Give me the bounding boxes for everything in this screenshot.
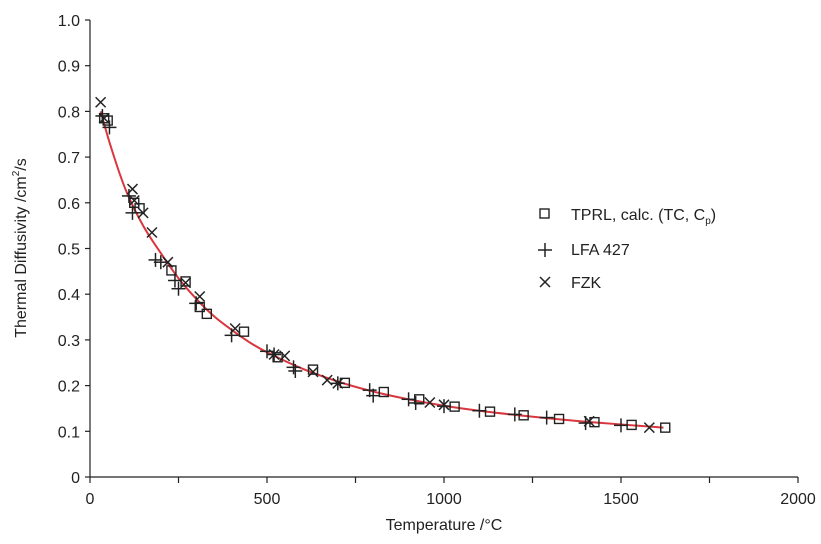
- tprl-point: [194, 301, 205, 313]
- legend-label-tprl: TPRL, calc. (TC, Cp): [571, 207, 716, 227]
- tprl-point: [307, 364, 319, 375]
- lfa427-point: [408, 395, 423, 410]
- fzk-point: [307, 366, 319, 378]
- y-tick-label: 0.5: [58, 242, 80, 259]
- tprl-point: [98, 113, 110, 124]
- x-tick-label: 0: [86, 491, 95, 508]
- fzk-point: [126, 183, 139, 195]
- y-tick-label: 0.9: [58, 59, 80, 76]
- y-axis-title: Thermal Diffusivity /cm2/s: [11, 158, 30, 338]
- tprl-point: [553, 413, 565, 425]
- fzk-point: [146, 226, 158, 239]
- fzk-point: [438, 399, 450, 411]
- tprl-point: [180, 276, 191, 287]
- y-axis-title-sup: 2: [11, 170, 22, 176]
- data-markers: [95, 96, 671, 434]
- lfa427-point: [472, 403, 487, 418]
- fzk-point: [583, 415, 595, 427]
- x-tick-label: 1500: [603, 491, 639, 508]
- tprl-point: [134, 203, 145, 214]
- lfa427-point: [437, 399, 451, 414]
- legend-label-tprl-sub: p: [705, 216, 711, 227]
- fzk-point: [321, 374, 333, 386]
- tprl-point: [660, 422, 671, 433]
- tprl-point: [484, 406, 496, 417]
- lfa427-point: [167, 273, 182, 288]
- lfa427-point: [286, 360, 301, 375]
- x-axis-title: Temperature /°C: [386, 517, 503, 534]
- x-ticks: 0 500 1000 1500 2000: [86, 477, 816, 508]
- fzk-point: [98, 112, 110, 124]
- y-tick-label: 0.1: [58, 424, 80, 441]
- lfa427-point: [224, 328, 239, 343]
- fzk-point: [268, 348, 280, 361]
- x-tick-label: 1000: [426, 491, 462, 508]
- y-tick-label: 0: [71, 470, 80, 487]
- y-ticks: 0 0.1 0.2 0.3 0.4 0.5 0.6 0.7 0.8 0.9 1.0: [58, 13, 90, 487]
- x-tick-label: 500: [254, 491, 281, 508]
- tprl-point: [518, 410, 529, 421]
- legend-marker-plus: [538, 243, 552, 257]
- tprl-point: [378, 386, 390, 398]
- tprl-point: [201, 308, 213, 320]
- y-axis-title-main: Thermal Diffusivity /cm: [13, 176, 30, 338]
- fzk-point: [162, 256, 174, 268]
- fzk-point: [643, 422, 655, 434]
- lfa427-point: [171, 281, 186, 296]
- tprl-point: [272, 352, 283, 363]
- y-tick-label: 0.2: [58, 379, 80, 396]
- fzk-point: [279, 350, 291, 362]
- lfa427-point: [153, 255, 168, 270]
- legend-label-lfa: LFA 427: [571, 242, 630, 259]
- lfa427-point: [189, 296, 204, 311]
- fzk-point: [128, 194, 140, 207]
- y-tick-label: 0.7: [58, 150, 80, 167]
- tprl-point: [238, 326, 250, 337]
- legend-label-tprl-main: TPRL, calc. (TC, C: [571, 207, 705, 224]
- fzk-point: [332, 377, 344, 389]
- tprl-point: [129, 197, 140, 209]
- y-tick-label: 0.3: [58, 333, 80, 350]
- fit-curve-line: [99, 111, 664, 429]
- legend-label-fzk: FZK: [571, 275, 602, 292]
- y-tick-label: 1.0: [58, 13, 80, 30]
- fzk-point: [95, 96, 107, 108]
- legend: TPRL, calc. (TC, Cp) LFA 427 FZK: [538, 207, 716, 292]
- fzk-point: [194, 290, 206, 303]
- lfa427-point: [507, 407, 522, 422]
- fzk-point: [137, 207, 149, 219]
- legend-marker-x: [539, 276, 551, 288]
- lfa427-point: [614, 418, 628, 433]
- fzk-point: [229, 322, 241, 335]
- y-axis-title-tail: /s: [13, 158, 30, 170]
- y-tick-label: 0.4: [58, 287, 80, 304]
- lfa427-point: [362, 383, 377, 398]
- lfa427-point: [125, 205, 140, 220]
- y-tick-label: 0.6: [58, 196, 80, 213]
- fzk-point: [180, 277, 192, 289]
- legend-label-tprl-tail: ): [711, 207, 716, 224]
- y-tick-label: 0.8: [58, 104, 80, 121]
- fzk-point: [424, 396, 436, 409]
- x-tick-label: 2000: [780, 491, 816, 508]
- lfa427-point: [401, 392, 416, 407]
- lfa427-point: [366, 388, 381, 403]
- lfa427-point: [288, 363, 303, 378]
- legend-marker-square: [539, 208, 550, 219]
- lfa427-point: [539, 410, 554, 425]
